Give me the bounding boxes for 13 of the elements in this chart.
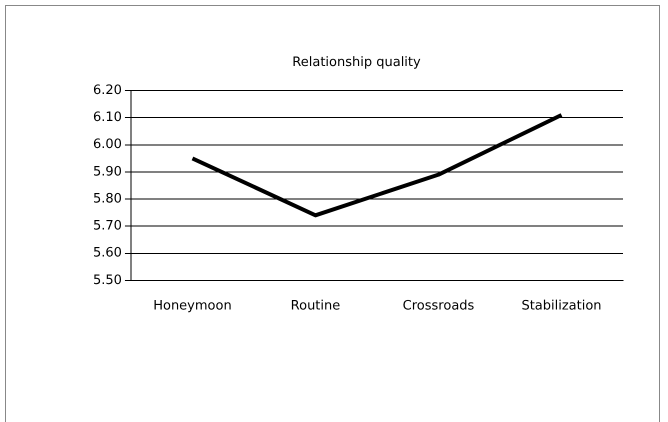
y-tick-label: 6.20 (92, 82, 122, 98)
x-tick-label: Crossroads (402, 298, 475, 314)
y-tick-label: 6.00 (92, 137, 122, 152)
y-tick-label: 5.80 (92, 191, 122, 206)
y-tick-label: 5.70 (92, 218, 122, 234)
chart-title: Relationship quality (292, 55, 421, 70)
y-tick-label: 5.60 (92, 246, 122, 261)
x-tick-label: Honeymoon (153, 298, 232, 314)
x-tick-label: Routine (290, 298, 340, 314)
x-tick-label: Stabilization (521, 298, 602, 314)
y-tick-label: 6.10 (92, 110, 122, 126)
y-tick-label: 5.90 (92, 164, 122, 180)
y-tick-label: 5.50 (92, 272, 122, 288)
